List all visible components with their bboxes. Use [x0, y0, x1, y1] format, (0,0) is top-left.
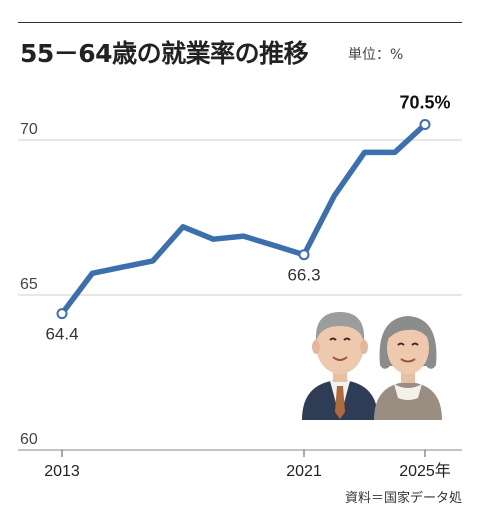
chart-title: 55－64歳の就業率の推移: [20, 39, 309, 68]
older-couple-illustration: [302, 312, 442, 420]
data-label: 66.3: [287, 266, 320, 285]
x-tick-label: 2021: [286, 463, 322, 480]
data-point-marker: [56, 308, 68, 320]
x-tick-label: 2013: [44, 463, 80, 480]
data-label: 64.4: [45, 325, 78, 344]
series-line: [59, 121, 428, 317]
data-point-marker: [298, 249, 310, 261]
unit-label: 単位：%: [348, 47, 404, 63]
y-tick-label: 65: [20, 276, 38, 293]
source-note: 資料＝国家データ処: [344, 491, 462, 506]
data-label: 70.5%: [399, 93, 450, 113]
top-rule: [18, 22, 462, 23]
x-tick-label: 2025年: [399, 462, 451, 480]
y-tick-label: 60: [20, 431, 38, 448]
data-point-marker: [419, 119, 431, 130]
y-tick-label: 70: [20, 121, 38, 138]
